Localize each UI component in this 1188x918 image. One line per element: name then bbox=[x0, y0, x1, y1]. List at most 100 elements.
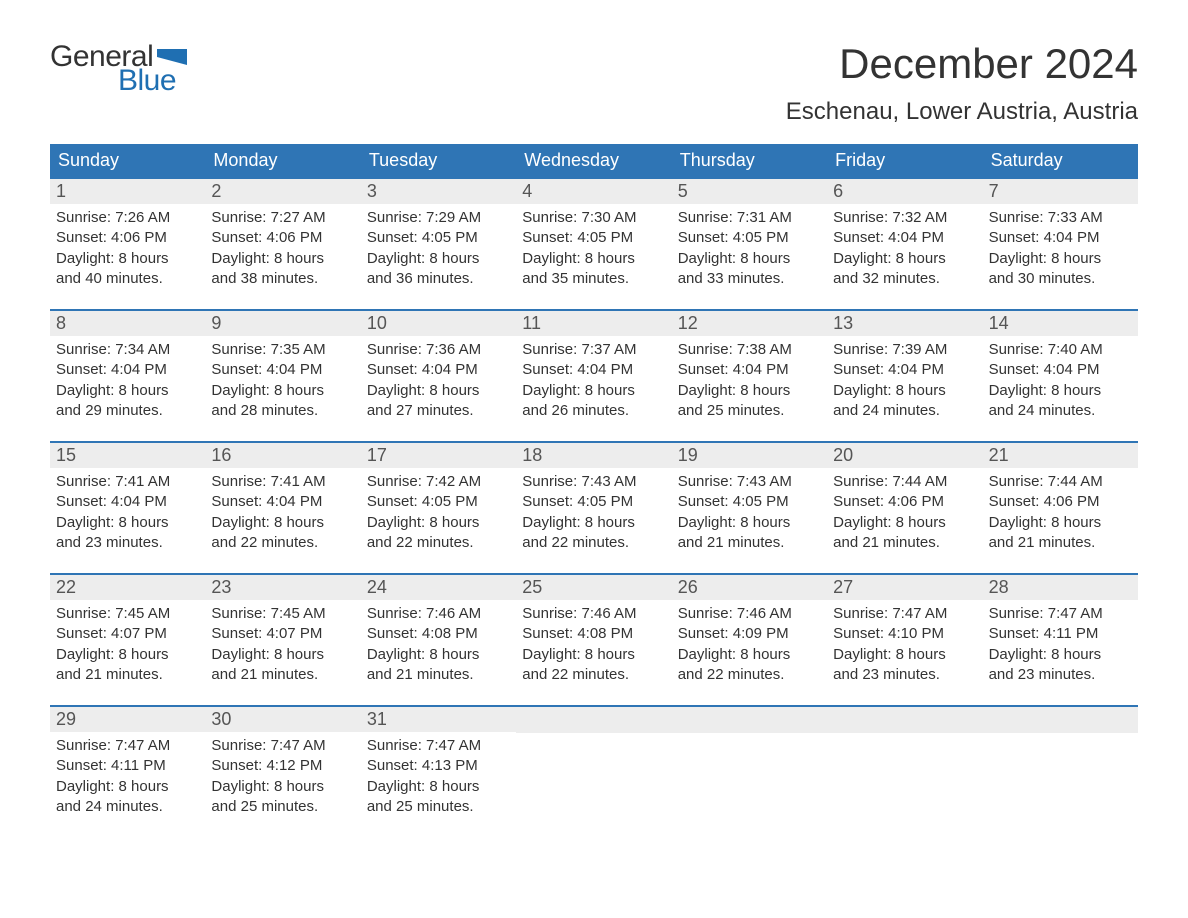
sunset-text: Sunset: 4:05 PM bbox=[367, 492, 510, 512]
day-cell: 21Sunrise: 7:44 AMSunset: 4:06 PMDayligh… bbox=[983, 443, 1138, 559]
daylight-text: Daylight: 8 hours bbox=[367, 777, 510, 797]
day-number: 1 bbox=[50, 179, 205, 204]
day-cell: 30Sunrise: 7:47 AMSunset: 4:12 PMDayligh… bbox=[205, 707, 360, 823]
sunset-text: Sunset: 4:04 PM bbox=[678, 360, 821, 380]
day-body: Sunrise: 7:45 AMSunset: 4:07 PMDaylight:… bbox=[50, 600, 205, 691]
daylight-text: and 38 minutes. bbox=[211, 269, 354, 289]
day-number: 11 bbox=[516, 311, 671, 336]
day-number: 12 bbox=[672, 311, 827, 336]
sunset-text: Sunset: 4:07 PM bbox=[211, 624, 354, 644]
day-cell: 14Sunrise: 7:40 AMSunset: 4:04 PMDayligh… bbox=[983, 311, 1138, 427]
daylight-text: and 29 minutes. bbox=[56, 401, 199, 421]
sunrise-text: Sunrise: 7:47 AM bbox=[211, 736, 354, 756]
day-number: 4 bbox=[516, 179, 671, 204]
daylight-text: and 25 minutes. bbox=[211, 797, 354, 817]
sunrise-text: Sunrise: 7:47 AM bbox=[833, 604, 976, 624]
daylight-text: and 22 minutes. bbox=[367, 533, 510, 553]
daylight-text: Daylight: 8 hours bbox=[211, 645, 354, 665]
day-body: Sunrise: 7:47 AMSunset: 4:11 PMDaylight:… bbox=[983, 600, 1138, 691]
day-body: Sunrise: 7:27 AMSunset: 4:06 PMDaylight:… bbox=[205, 204, 360, 295]
daylight-text: and 21 minutes. bbox=[989, 533, 1132, 553]
sunset-text: Sunset: 4:05 PM bbox=[367, 228, 510, 248]
day-number: 28 bbox=[983, 575, 1138, 600]
empty-day bbox=[516, 707, 671, 733]
day-number: 2 bbox=[205, 179, 360, 204]
day-number: 23 bbox=[205, 575, 360, 600]
sunset-text: Sunset: 4:04 PM bbox=[367, 360, 510, 380]
day-cell: 29Sunrise: 7:47 AMSunset: 4:11 PMDayligh… bbox=[50, 707, 205, 823]
day-body: Sunrise: 7:47 AMSunset: 4:11 PMDaylight:… bbox=[50, 732, 205, 823]
day-number: 14 bbox=[983, 311, 1138, 336]
day-body: Sunrise: 7:35 AMSunset: 4:04 PMDaylight:… bbox=[205, 336, 360, 427]
daylight-text: Daylight: 8 hours bbox=[56, 513, 199, 533]
daylight-text: Daylight: 8 hours bbox=[211, 777, 354, 797]
day-body: Sunrise: 7:34 AMSunset: 4:04 PMDaylight:… bbox=[50, 336, 205, 427]
sunset-text: Sunset: 4:11 PM bbox=[56, 756, 199, 776]
daylight-text: and 22 minutes. bbox=[678, 665, 821, 685]
sunrise-text: Sunrise: 7:47 AM bbox=[367, 736, 510, 756]
logo: General Blue bbox=[50, 40, 187, 98]
daylight-text: Daylight: 8 hours bbox=[56, 645, 199, 665]
day-cell: 31Sunrise: 7:47 AMSunset: 4:13 PMDayligh… bbox=[361, 707, 516, 823]
day-body: Sunrise: 7:41 AMSunset: 4:04 PMDaylight:… bbox=[205, 468, 360, 559]
day-cell bbox=[516, 707, 671, 823]
day-cell: 17Sunrise: 7:42 AMSunset: 4:05 PMDayligh… bbox=[361, 443, 516, 559]
sunset-text: Sunset: 4:04 PM bbox=[211, 492, 354, 512]
daylight-text: Daylight: 8 hours bbox=[367, 381, 510, 401]
day-cell: 13Sunrise: 7:39 AMSunset: 4:04 PMDayligh… bbox=[827, 311, 982, 427]
day-number: 17 bbox=[361, 443, 516, 468]
sunrise-text: Sunrise: 7:43 AM bbox=[522, 472, 665, 492]
sunrise-text: Sunrise: 7:26 AM bbox=[56, 208, 199, 228]
daylight-text: Daylight: 8 hours bbox=[56, 777, 199, 797]
daylight-text: Daylight: 8 hours bbox=[678, 513, 821, 533]
daylight-text: and 27 minutes. bbox=[367, 401, 510, 421]
sunset-text: Sunset: 4:04 PM bbox=[989, 228, 1132, 248]
sunset-text: Sunset: 4:04 PM bbox=[833, 360, 976, 380]
daylight-text: Daylight: 8 hours bbox=[367, 249, 510, 269]
day-body: Sunrise: 7:43 AMSunset: 4:05 PMDaylight:… bbox=[516, 468, 671, 559]
sunrise-text: Sunrise: 7:38 AM bbox=[678, 340, 821, 360]
dow-cell: Saturday bbox=[983, 144, 1138, 177]
day-body: Sunrise: 7:47 AMSunset: 4:13 PMDaylight:… bbox=[361, 732, 516, 823]
daylight-text: and 26 minutes. bbox=[522, 401, 665, 421]
calendar: SundayMondayTuesdayWednesdayThursdayFrid… bbox=[50, 144, 1138, 823]
sunrise-text: Sunrise: 7:47 AM bbox=[989, 604, 1132, 624]
daylight-text: Daylight: 8 hours bbox=[678, 381, 821, 401]
sunset-text: Sunset: 4:05 PM bbox=[678, 492, 821, 512]
sunset-text: Sunset: 4:04 PM bbox=[56, 492, 199, 512]
day-body: Sunrise: 7:46 AMSunset: 4:08 PMDaylight:… bbox=[516, 600, 671, 691]
sunset-text: Sunset: 4:13 PM bbox=[367, 756, 510, 776]
week-row: 1Sunrise: 7:26 AMSunset: 4:06 PMDaylight… bbox=[50, 177, 1138, 295]
sunset-text: Sunset: 4:04 PM bbox=[522, 360, 665, 380]
day-body: Sunrise: 7:29 AMSunset: 4:05 PMDaylight:… bbox=[361, 204, 516, 295]
sunset-text: Sunset: 4:09 PM bbox=[678, 624, 821, 644]
day-number: 9 bbox=[205, 311, 360, 336]
daylight-text: and 21 minutes. bbox=[833, 533, 976, 553]
day-cell: 4Sunrise: 7:30 AMSunset: 4:05 PMDaylight… bbox=[516, 179, 671, 295]
day-body: Sunrise: 7:37 AMSunset: 4:04 PMDaylight:… bbox=[516, 336, 671, 427]
daylight-text: and 25 minutes. bbox=[367, 797, 510, 817]
day-cell: 20Sunrise: 7:44 AMSunset: 4:06 PMDayligh… bbox=[827, 443, 982, 559]
day-number: 5 bbox=[672, 179, 827, 204]
daylight-text: Daylight: 8 hours bbox=[522, 249, 665, 269]
sunrise-text: Sunrise: 7:37 AM bbox=[522, 340, 665, 360]
daylight-text: and 40 minutes. bbox=[56, 269, 199, 289]
sunset-text: Sunset: 4:11 PM bbox=[989, 624, 1132, 644]
day-body: Sunrise: 7:46 AMSunset: 4:08 PMDaylight:… bbox=[361, 600, 516, 691]
daylight-text: and 30 minutes. bbox=[989, 269, 1132, 289]
daylight-text: and 21 minutes. bbox=[678, 533, 821, 553]
daylight-text: and 28 minutes. bbox=[211, 401, 354, 421]
sunrise-text: Sunrise: 7:46 AM bbox=[522, 604, 665, 624]
sunrise-text: Sunrise: 7:32 AM bbox=[833, 208, 976, 228]
day-body: Sunrise: 7:39 AMSunset: 4:04 PMDaylight:… bbox=[827, 336, 982, 427]
day-number: 6 bbox=[827, 179, 982, 204]
day-cell bbox=[983, 707, 1138, 823]
location-subtitle: Eschenau, Lower Austria, Austria bbox=[786, 98, 1138, 126]
daylight-text: Daylight: 8 hours bbox=[678, 249, 821, 269]
day-cell: 7Sunrise: 7:33 AMSunset: 4:04 PMDaylight… bbox=[983, 179, 1138, 295]
day-body: Sunrise: 7:36 AMSunset: 4:04 PMDaylight:… bbox=[361, 336, 516, 427]
day-body: Sunrise: 7:38 AMSunset: 4:04 PMDaylight:… bbox=[672, 336, 827, 427]
day-body: Sunrise: 7:44 AMSunset: 4:06 PMDaylight:… bbox=[983, 468, 1138, 559]
sunrise-text: Sunrise: 7:39 AM bbox=[833, 340, 976, 360]
daylight-text: Daylight: 8 hours bbox=[833, 249, 976, 269]
